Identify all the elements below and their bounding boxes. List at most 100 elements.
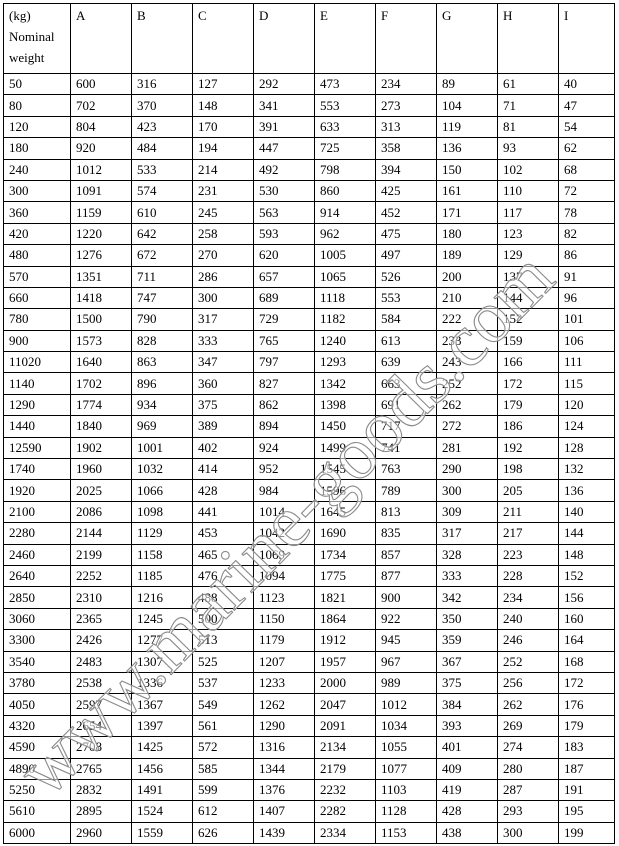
- table-row: 660 1418 747 300 689 1118 553 210 144 96: [3, 286, 615, 310]
- table-cell: 1129: [131, 522, 193, 545]
- table-cell: 2091: [314, 714, 376, 738]
- table-cell: 533: [131, 158, 193, 181]
- table-cell: 195: [558, 800, 615, 823]
- table-cell: 642: [131, 222, 193, 246]
- table-row: 3060 2365 1245 500 1150 1864 922 350 240 160: [3, 607, 615, 631]
- table-cell: 612: [192, 800, 254, 823]
- header-cell: E: [314, 3, 376, 74]
- table-cell: 835: [375, 522, 437, 545]
- header-cell-nominal-weight: (kg) Nominal weight: [3, 3, 71, 74]
- table-cell: 1014: [253, 500, 315, 524]
- table-cell: 1216: [131, 586, 193, 609]
- table-cell: 370: [131, 94, 193, 117]
- table-cell: 148: [192, 94, 254, 117]
- table-cell: 1960: [70, 458, 132, 481]
- table-cell: 537: [192, 671, 254, 695]
- table-cell: 1775: [314, 564, 376, 588]
- table-cell: 1734: [314, 543, 376, 566]
- nominal-weight-cell: 4320: [3, 714, 71, 738]
- table-cell: 465: [192, 543, 254, 566]
- table-row: 4590 2708 1425 572 1316 2134 1055 401 274 183: [3, 736, 615, 759]
- table-cell: 82: [558, 222, 615, 246]
- table-cell: 1065: [314, 265, 376, 288]
- table-cell: 1840: [70, 415, 132, 438]
- table-cell: 2232: [314, 778, 376, 802]
- table-cell: 1690: [314, 522, 376, 545]
- table-cell: 1103: [375, 778, 437, 802]
- table-cell: 476: [192, 564, 254, 588]
- table-cell: 2199: [70, 543, 132, 566]
- table-cell: 2895: [70, 800, 132, 823]
- table-cell: 1456: [131, 757, 193, 780]
- table-row: 240 1012 533 214 492 798 394 150 102 68: [3, 158, 615, 181]
- table-cell: 526: [375, 265, 437, 288]
- nominal-weight-cell: 120: [3, 115, 71, 139]
- table-cell: 1821: [314, 586, 376, 609]
- nominal-weight-cell: 2280: [3, 522, 71, 545]
- table-cell: 1559: [131, 821, 193, 845]
- table-cell: 1573: [70, 329, 132, 353]
- table-cell: 924: [253, 436, 315, 460]
- nominal-weight-cell: 5250: [3, 778, 71, 802]
- table-cell: 428: [192, 479, 254, 502]
- table-cell: 347: [192, 351, 254, 374]
- table-cell: 360: [192, 372, 254, 395]
- table-row: 480 1276 672 270 620 1005 497 189 129 86: [3, 244, 615, 267]
- table-cell: 584: [375, 308, 437, 331]
- table-cell: 200: [436, 265, 498, 288]
- table-cell: 2960: [70, 821, 132, 845]
- table-cell: 119: [436, 115, 498, 139]
- table-cell: 333: [436, 564, 498, 588]
- table-cell: 1032: [131, 458, 193, 481]
- table-cell: 359: [436, 629, 498, 652]
- table-cell: 877: [375, 564, 437, 588]
- nominal-weight-cell: 360: [3, 201, 71, 224]
- nominal-weight-cell: 1290: [3, 393, 71, 417]
- table-cell: 72: [558, 179, 615, 203]
- table-cell: 1150: [253, 607, 315, 631]
- table-cell: 240: [497, 607, 559, 631]
- table-cell: 2654: [70, 714, 132, 738]
- table-cell: 127: [192, 72, 254, 96]
- table-cell: 189: [436, 244, 498, 267]
- table-cell: 2708: [70, 736, 132, 759]
- table-cell: 798: [314, 158, 376, 181]
- table-cell: 1912: [314, 629, 376, 652]
- table-cell: 441: [192, 500, 254, 524]
- table-cell: 273: [375, 94, 437, 117]
- table-cell: 393: [436, 714, 498, 738]
- table-cell: 492: [253, 158, 315, 181]
- table-cell: 179: [558, 714, 615, 738]
- table-row: 12590 1902 1001 402 924 1499 741 281 192 128: [3, 436, 615, 460]
- table-cell: 967: [375, 650, 437, 673]
- table-cell: 246: [497, 629, 559, 652]
- table-cell: 136: [436, 137, 498, 160]
- table-cell: 183: [558, 736, 615, 759]
- nominal-weight-cell: 420: [3, 222, 71, 246]
- nominal-weight-cell: 2640: [3, 564, 71, 588]
- table-cell: 672: [131, 244, 193, 267]
- nominal-weight-cell: 4590: [3, 736, 71, 759]
- table-cell: 1069: [253, 543, 315, 566]
- table-cell: 2765: [70, 757, 132, 780]
- table-cell: 350: [436, 607, 498, 631]
- table-cell: 741: [375, 436, 437, 460]
- table-cell: 217: [497, 522, 559, 545]
- table-cell: 1499: [314, 436, 376, 460]
- table-cell: 1055: [375, 736, 437, 759]
- table-cell: 110: [497, 179, 559, 203]
- table-cell: 549: [192, 693, 254, 716]
- nominal-weight-cell: 900: [3, 329, 71, 353]
- table-cell: 1153: [375, 821, 437, 845]
- table-cell: 1158: [131, 543, 193, 566]
- table-cell: 1702: [70, 372, 132, 395]
- table-cell: 1185: [131, 564, 193, 588]
- nominal-weight-cell: 480: [3, 244, 71, 267]
- table-cell: 827: [253, 372, 315, 395]
- table-row: 570 1351 711 286 657 1065 526 200 137 91: [3, 265, 615, 288]
- table-cell: 2538: [70, 671, 132, 695]
- table-cell: 1012: [375, 693, 437, 716]
- table-cell: 115: [558, 372, 615, 395]
- table-cell: 129: [497, 244, 559, 267]
- table-row: 2280 2144 1129 453 1042 1690 835 317 217 144: [3, 522, 615, 545]
